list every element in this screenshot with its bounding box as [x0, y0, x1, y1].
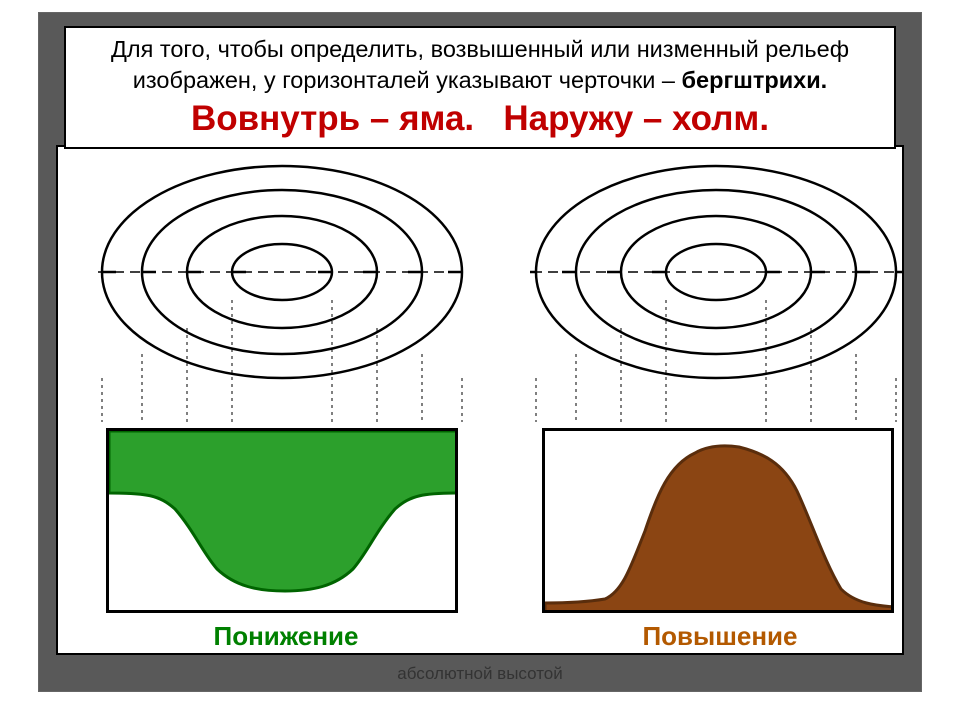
right-contour-svg — [530, 160, 902, 422]
footer-fragment: абсолютной высотой — [0, 664, 960, 684]
red-right: Наружу – холм. — [503, 99, 769, 138]
desc-text-2-pre: изображен, у горизонталей указывают черт… — [133, 67, 682, 93]
right-profile-svg — [545, 431, 894, 613]
desc-text-2-bold: бергштрихи. — [682, 67, 828, 93]
red-left: Вовнутрь – яма. — [191, 99, 474, 138]
left-caption: Понижение — [96, 621, 476, 652]
desc-line-2: изображен, у горизонталей указывают черт… — [80, 65, 880, 96]
left-profile-svg — [109, 431, 458, 613]
right-panel: Повышение — [530, 160, 910, 652]
right-profile-box — [542, 428, 894, 613]
red-rule-line: Вовнутрь – яма. Наружу – холм. — [80, 99, 880, 139]
left-panel: Понижение — [96, 160, 476, 652]
description-box: Для того, чтобы определить, возвышенный … — [64, 26, 896, 149]
left-profile-shape — [109, 431, 458, 591]
desc-text-1: Для того, чтобы определить, возвышенный … — [111, 36, 849, 62]
desc-line-1: Для того, чтобы определить, возвышенный … — [80, 34, 880, 65]
right-profile-shape — [545, 446, 894, 613]
left-profile-box — [106, 428, 458, 613]
right-caption: Повышение — [530, 621, 910, 652]
left-contour-svg — [96, 160, 468, 422]
